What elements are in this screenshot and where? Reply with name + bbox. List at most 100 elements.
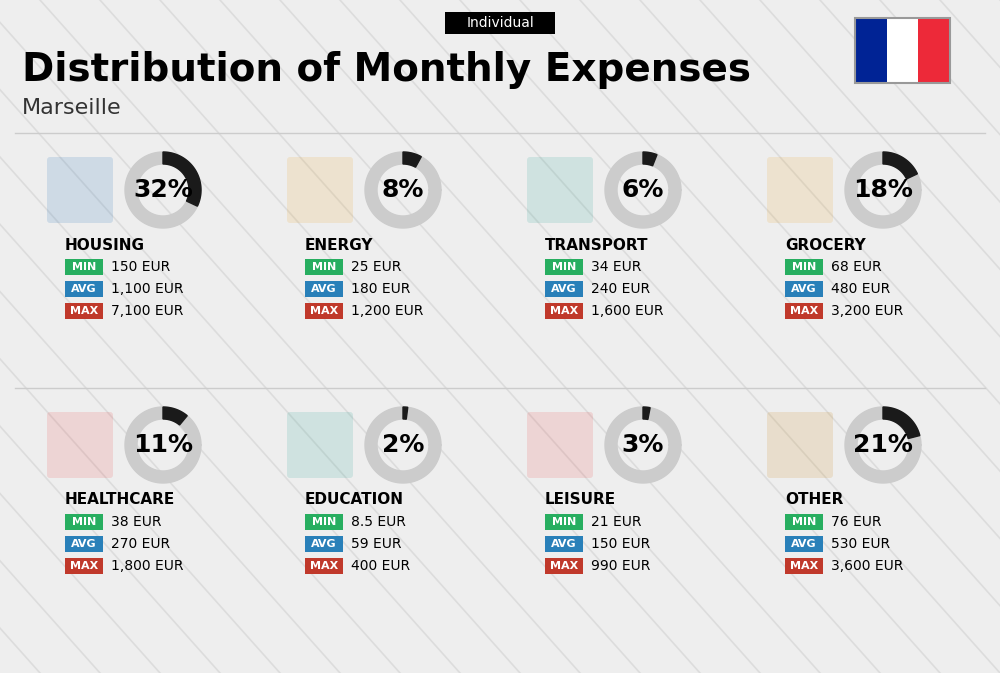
- FancyBboxPatch shape: [65, 281, 103, 297]
- Text: MIN: MIN: [72, 262, 96, 272]
- Text: TRANSPORT: TRANSPORT: [545, 238, 648, 252]
- Text: MAX: MAX: [550, 306, 578, 316]
- Text: AVG: AVG: [551, 539, 577, 549]
- Text: MIN: MIN: [72, 517, 96, 527]
- Text: MIN: MIN: [792, 262, 816, 272]
- Text: HEALTHCARE: HEALTHCARE: [65, 493, 175, 507]
- Text: OTHER: OTHER: [785, 493, 843, 507]
- Text: MAX: MAX: [70, 561, 98, 571]
- FancyBboxPatch shape: [47, 412, 113, 478]
- FancyBboxPatch shape: [287, 157, 353, 223]
- Polygon shape: [845, 152, 921, 228]
- Text: EDUCATION: EDUCATION: [305, 493, 404, 507]
- Text: 1,600 EUR: 1,600 EUR: [591, 304, 664, 318]
- Text: 240 EUR: 240 EUR: [591, 282, 650, 296]
- Text: 11%: 11%: [133, 433, 193, 457]
- FancyBboxPatch shape: [545, 536, 583, 552]
- Text: AVG: AVG: [791, 539, 817, 549]
- Text: AVG: AVG: [551, 284, 577, 294]
- Text: 21%: 21%: [853, 433, 913, 457]
- Polygon shape: [605, 152, 681, 228]
- FancyBboxPatch shape: [545, 303, 583, 319]
- FancyBboxPatch shape: [305, 536, 343, 552]
- FancyBboxPatch shape: [918, 18, 950, 83]
- Text: 32%: 32%: [133, 178, 193, 202]
- FancyBboxPatch shape: [305, 558, 343, 574]
- FancyBboxPatch shape: [305, 514, 343, 530]
- Text: 25 EUR: 25 EUR: [351, 260, 401, 274]
- FancyBboxPatch shape: [65, 536, 103, 552]
- Text: MIN: MIN: [312, 262, 336, 272]
- FancyBboxPatch shape: [545, 281, 583, 297]
- Text: 8%: 8%: [382, 178, 424, 202]
- Text: AVG: AVG: [311, 539, 337, 549]
- Text: 3%: 3%: [622, 433, 664, 457]
- Text: Marseille: Marseille: [22, 98, 122, 118]
- Polygon shape: [883, 152, 917, 179]
- Text: MIN: MIN: [312, 517, 336, 527]
- FancyBboxPatch shape: [785, 514, 823, 530]
- Polygon shape: [605, 407, 681, 483]
- Text: 150 EUR: 150 EUR: [111, 260, 170, 274]
- FancyBboxPatch shape: [445, 12, 555, 34]
- FancyBboxPatch shape: [305, 259, 343, 275]
- Text: 7,100 EUR: 7,100 EUR: [111, 304, 183, 318]
- Polygon shape: [643, 407, 650, 419]
- Text: 270 EUR: 270 EUR: [111, 537, 170, 551]
- Text: 76 EUR: 76 EUR: [831, 515, 882, 529]
- FancyBboxPatch shape: [785, 259, 823, 275]
- FancyBboxPatch shape: [785, 558, 823, 574]
- Text: 59 EUR: 59 EUR: [351, 537, 402, 551]
- Text: 1,200 EUR: 1,200 EUR: [351, 304, 423, 318]
- Polygon shape: [125, 407, 201, 483]
- Text: ENERGY: ENERGY: [305, 238, 374, 252]
- Text: MAX: MAX: [310, 561, 338, 571]
- Text: HOUSING: HOUSING: [65, 238, 145, 252]
- Text: 21 EUR: 21 EUR: [591, 515, 642, 529]
- Text: 990 EUR: 990 EUR: [591, 559, 650, 573]
- Text: 68 EUR: 68 EUR: [831, 260, 882, 274]
- Text: Individual: Individual: [466, 16, 534, 30]
- FancyBboxPatch shape: [65, 259, 103, 275]
- FancyBboxPatch shape: [887, 18, 918, 83]
- Text: 38 EUR: 38 EUR: [111, 515, 162, 529]
- Text: 6%: 6%: [622, 178, 664, 202]
- Text: 180 EUR: 180 EUR: [351, 282, 410, 296]
- Text: AVG: AVG: [311, 284, 337, 294]
- Polygon shape: [365, 152, 441, 228]
- Polygon shape: [403, 407, 408, 419]
- Text: 1,800 EUR: 1,800 EUR: [111, 559, 184, 573]
- FancyBboxPatch shape: [47, 157, 113, 223]
- FancyBboxPatch shape: [527, 412, 593, 478]
- Text: 2%: 2%: [382, 433, 424, 457]
- FancyBboxPatch shape: [767, 157, 833, 223]
- Polygon shape: [643, 152, 657, 166]
- FancyBboxPatch shape: [527, 157, 593, 223]
- FancyBboxPatch shape: [767, 412, 833, 478]
- FancyBboxPatch shape: [545, 558, 583, 574]
- FancyBboxPatch shape: [785, 281, 823, 297]
- Text: 34 EUR: 34 EUR: [591, 260, 641, 274]
- Polygon shape: [883, 407, 920, 439]
- FancyBboxPatch shape: [785, 303, 823, 319]
- Text: 480 EUR: 480 EUR: [831, 282, 890, 296]
- FancyBboxPatch shape: [65, 303, 103, 319]
- Polygon shape: [845, 407, 921, 483]
- Text: MIN: MIN: [792, 517, 816, 527]
- Text: MAX: MAX: [790, 306, 818, 316]
- FancyBboxPatch shape: [545, 259, 583, 275]
- Text: MAX: MAX: [550, 561, 578, 571]
- Text: 8.5 EUR: 8.5 EUR: [351, 515, 406, 529]
- FancyBboxPatch shape: [305, 281, 343, 297]
- Text: Distribution of Monthly Expenses: Distribution of Monthly Expenses: [22, 51, 751, 89]
- Text: 400 EUR: 400 EUR: [351, 559, 410, 573]
- FancyBboxPatch shape: [287, 412, 353, 478]
- Text: AVG: AVG: [71, 539, 97, 549]
- Text: 150 EUR: 150 EUR: [591, 537, 650, 551]
- FancyBboxPatch shape: [855, 18, 887, 83]
- Text: 1,100 EUR: 1,100 EUR: [111, 282, 184, 296]
- Polygon shape: [163, 407, 187, 425]
- FancyBboxPatch shape: [305, 303, 343, 319]
- Polygon shape: [365, 407, 441, 483]
- Text: AVG: AVG: [791, 284, 817, 294]
